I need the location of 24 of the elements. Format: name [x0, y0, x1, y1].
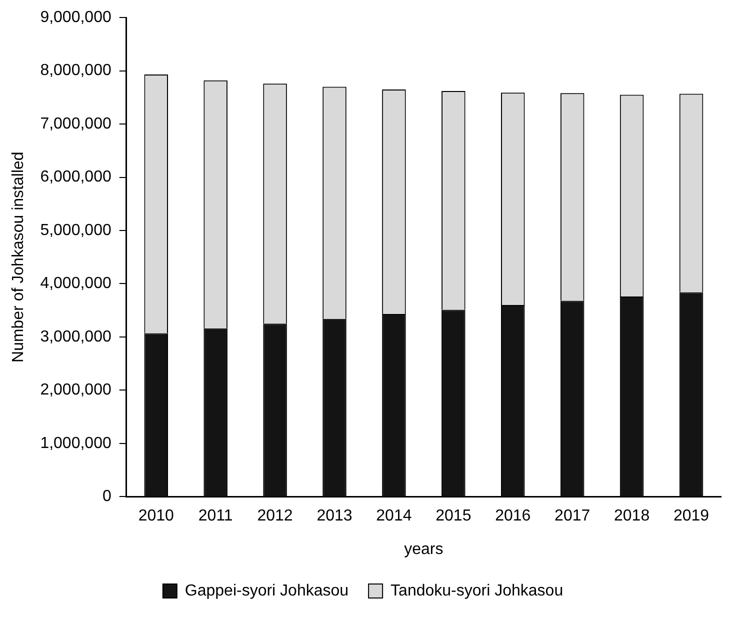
x-tick-label: 2014	[376, 508, 412, 525]
x-tick-label: 2012	[257, 508, 293, 525]
y-tick-label: 2,000,000	[40, 382, 112, 399]
legend-label: Tandoku-syori Johkasou	[390, 582, 564, 600]
x-tick-label: 2011	[198, 508, 233, 525]
x-tick-label: 2010	[138, 508, 174, 525]
y-tick-label: 0	[102, 488, 112, 506]
y-tick-label: 3,000,000	[40, 328, 112, 346]
y-tick-label: 5,000,000	[40, 222, 112, 239]
y-tick-label: 4,000,000	[40, 275, 112, 292]
x-tick-label: 2015	[436, 508, 472, 525]
y-axis-title: Number of Johkasou installed	[10, 152, 28, 362]
y-tick-label: 6,000,000	[40, 168, 112, 186]
x-tick-label: 2013	[316, 508, 352, 525]
x-tick-label: 2018	[614, 508, 650, 525]
x-axis-title: years	[404, 540, 444, 558]
legend-label: Gappei-syori Johkasou	[184, 582, 349, 600]
x-tick-label: 2017	[554, 508, 590, 525]
x-tick-label: 2019	[673, 508, 710, 525]
y-tick-label: 8,000,000	[40, 62, 112, 80]
y-tick-label: 1,000,000	[40, 434, 112, 452]
x-tick-label: 2016	[495, 508, 531, 525]
y-tick-label: 7,000,000	[40, 115, 112, 132]
y-tick-label: 9,000,000	[40, 9, 112, 26]
